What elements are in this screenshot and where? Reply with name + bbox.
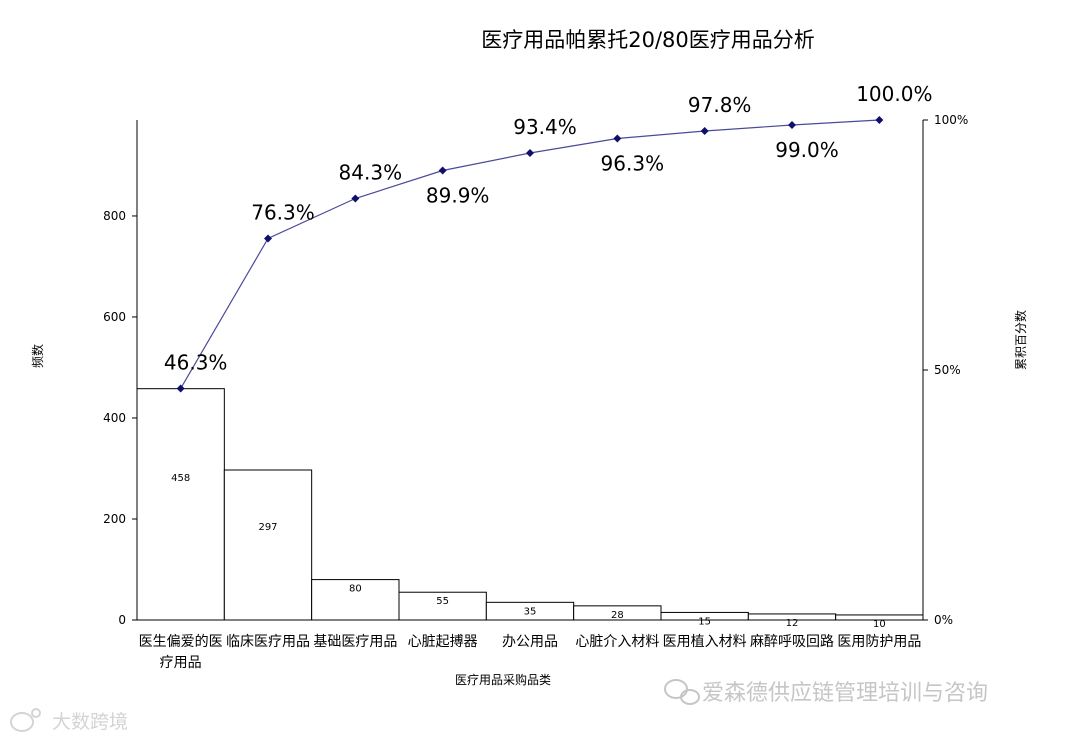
cumulative-label: 97.8% [688,93,752,117]
bar [311,579,400,621]
cumulative-marker [526,149,534,157]
x-axis-label: 医疗用品采购品类 [455,672,551,687]
cumulative-label: 100.0% [856,82,932,106]
x-category-label: 医生偏爱的医疗用品 [139,634,223,671]
x-category-label: 医用防护用品 [837,634,921,650]
cumulative-label: 84.3% [339,161,403,185]
bar-value-label: 15 [698,616,711,627]
bar [835,614,924,621]
watermark-corner: 大数跨境 [52,711,128,733]
cumulative-marker [613,134,622,143]
y-axis-left-ticks: 0 200 400 600 800 [103,209,137,627]
y2-tick-label: 100% [934,113,968,127]
cumulative-label: 89.9% [426,184,490,208]
cumulative-label: 93.4% [513,115,577,139]
cumulative-label: 76.3% [251,201,315,225]
cumulative-label: 96.3% [601,152,665,176]
bar [136,388,225,621]
x-category-label: 医用植入材料 [663,634,747,650]
cumulative-marker [700,127,709,135]
y-tick-label: 400 [103,411,126,425]
cumulative-marker [176,384,185,393]
y-axis-right-ticks: 0% 50% 100% [923,113,968,627]
y-tick-label: 800 [103,209,126,223]
cumulative-labels: 46.3% 76.3% 84.3% 89.9% 93.4% 96.3% 97.8% 99.0%… [164,82,933,375]
cumulative-marker [438,166,447,175]
x-category-label: 心脏介入材料 [575,634,659,650]
bar-value-label: 10 [873,619,886,630]
bar-series [136,388,924,621]
y-tick-label: 600 [103,310,126,324]
bar-value-label: 55 [436,596,449,607]
x-category-label: 麻醉呼吸回路 [750,634,834,650]
chart-title: 医疗用品帕累托20/80医疗用品分析 [481,28,815,52]
weibo-icon [10,708,41,732]
bar-value-labels: 458 297 80 55 35 28 15 12 10 [171,473,886,630]
y2-tick-label: 50% [934,363,961,377]
cumulative-label: 99.0% [775,138,839,162]
cumulative-marker [875,116,884,124]
bar [398,591,487,621]
cumulative-label: 46.3% [164,351,228,375]
bar-value-label: 80 [349,584,362,595]
cumulative-marker [788,121,796,129]
cumulative-marker [351,194,360,203]
wechat-icon [664,679,700,705]
y2-tick-label: 0% [934,613,953,627]
bar-value-label: 28 [611,610,624,621]
bar-value-label: 35 [524,606,537,617]
cumulative-markers [176,116,884,393]
bar-value-label: 458 [171,473,190,484]
watermark-brand: 爱森德供应链管理培训与咨询 [702,681,988,706]
x-category-label: 临床医疗用品 [226,634,310,650]
bar-value-label: 297 [258,522,277,533]
x-category-label: 办公用品 [502,634,558,650]
y-tick-label: 0 [118,613,126,627]
bar [223,469,313,621]
bar-value-label: 12 [786,618,799,629]
y2-axis-label: 累积百分数 [1013,310,1028,370]
x-category-label: 心脏起搏器 [408,633,478,650]
y-axis-label: 频数 [30,344,45,368]
x-category-label: 基础医疗用品 [313,633,397,650]
cumulative-marker [264,234,272,243]
y-tick-label: 200 [103,512,126,526]
